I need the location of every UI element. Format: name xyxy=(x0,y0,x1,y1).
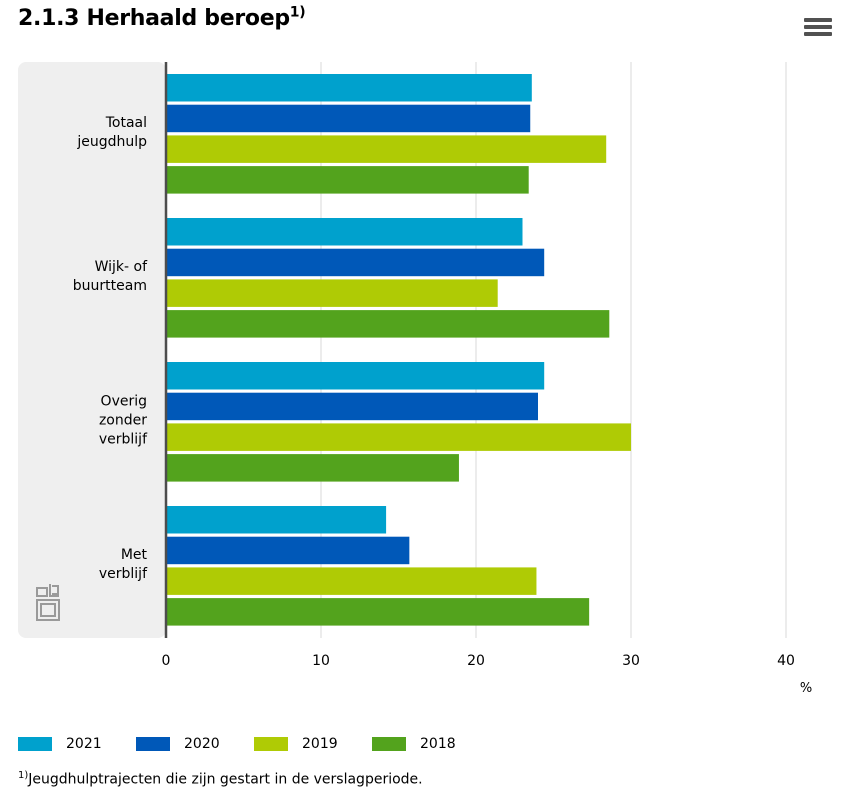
bar-chart: Totaal jeugdhulp Wijk- of buurtteam Overig zo… xyxy=(18,62,812,696)
hamburger-menu-icon[interactable] xyxy=(804,18,832,40)
category-label: Wijk- of xyxy=(95,259,148,275)
bar-2021-3 xyxy=(166,506,387,534)
bar-2019-1 xyxy=(166,279,498,307)
bar-2020-0 xyxy=(166,104,531,133)
legend-swatch xyxy=(254,737,288,751)
bar-2020-3 xyxy=(166,536,410,565)
legend-swatch xyxy=(372,737,406,751)
cbs-logo-icon xyxy=(36,584,60,621)
x-tick-label: 40 xyxy=(777,653,795,669)
legend-label: 2021 xyxy=(66,736,102,752)
category-label: Overig xyxy=(101,393,147,409)
legend-swatch xyxy=(136,737,170,751)
bar-2021-2 xyxy=(166,362,545,390)
chart-title: 2.1.3 Herhaald beroep1) xyxy=(18,4,306,31)
legend-swatch xyxy=(18,737,52,751)
category-label: Totaal xyxy=(105,115,147,131)
category-panel xyxy=(18,62,166,638)
category-label: verblijf xyxy=(99,566,148,582)
category-label: Met xyxy=(121,547,148,563)
chart-title-text: 2.1.3 Herhaald beroep xyxy=(18,6,290,31)
x-tick-label: 10 xyxy=(312,653,330,669)
legend-label: 2018 xyxy=(420,736,456,752)
bar-2019-3 xyxy=(166,567,537,595)
bar-2019-0 xyxy=(166,135,607,163)
category-label: jeugdhulp xyxy=(76,134,147,150)
category-label: buurtteam xyxy=(73,278,147,294)
footnote-text: Jeugdhulptrajecten die zijn gestart in d… xyxy=(28,771,423,788)
bar-2021-0 xyxy=(166,74,532,102)
bar-2018-3 xyxy=(166,598,590,626)
category-label: zonder xyxy=(99,412,147,428)
footnote: 1)Jeugdhulptrajecten die zijn gestart in… xyxy=(18,770,423,788)
bar-2018-0 xyxy=(166,166,529,194)
bar-2020-1 xyxy=(166,248,545,277)
x-axis-label: % xyxy=(800,681,812,696)
legend-label: 2019 xyxy=(302,736,338,752)
bar-2018-1 xyxy=(166,310,610,338)
x-tick-label: 20 xyxy=(467,653,485,669)
category-label: verblijf xyxy=(99,431,148,447)
legend-label: 2020 xyxy=(184,736,220,752)
x-tick-label: 0 xyxy=(162,653,171,669)
bar-2020-2 xyxy=(166,392,538,421)
bar-2019-2 xyxy=(166,423,631,451)
x-tick-label: 30 xyxy=(622,653,640,669)
chart-title-footnote-ref: 1) xyxy=(289,4,306,21)
footnote-ref: 1) xyxy=(18,770,29,781)
bar-2021-1 xyxy=(166,218,523,246)
bar-2018-2 xyxy=(166,454,459,482)
